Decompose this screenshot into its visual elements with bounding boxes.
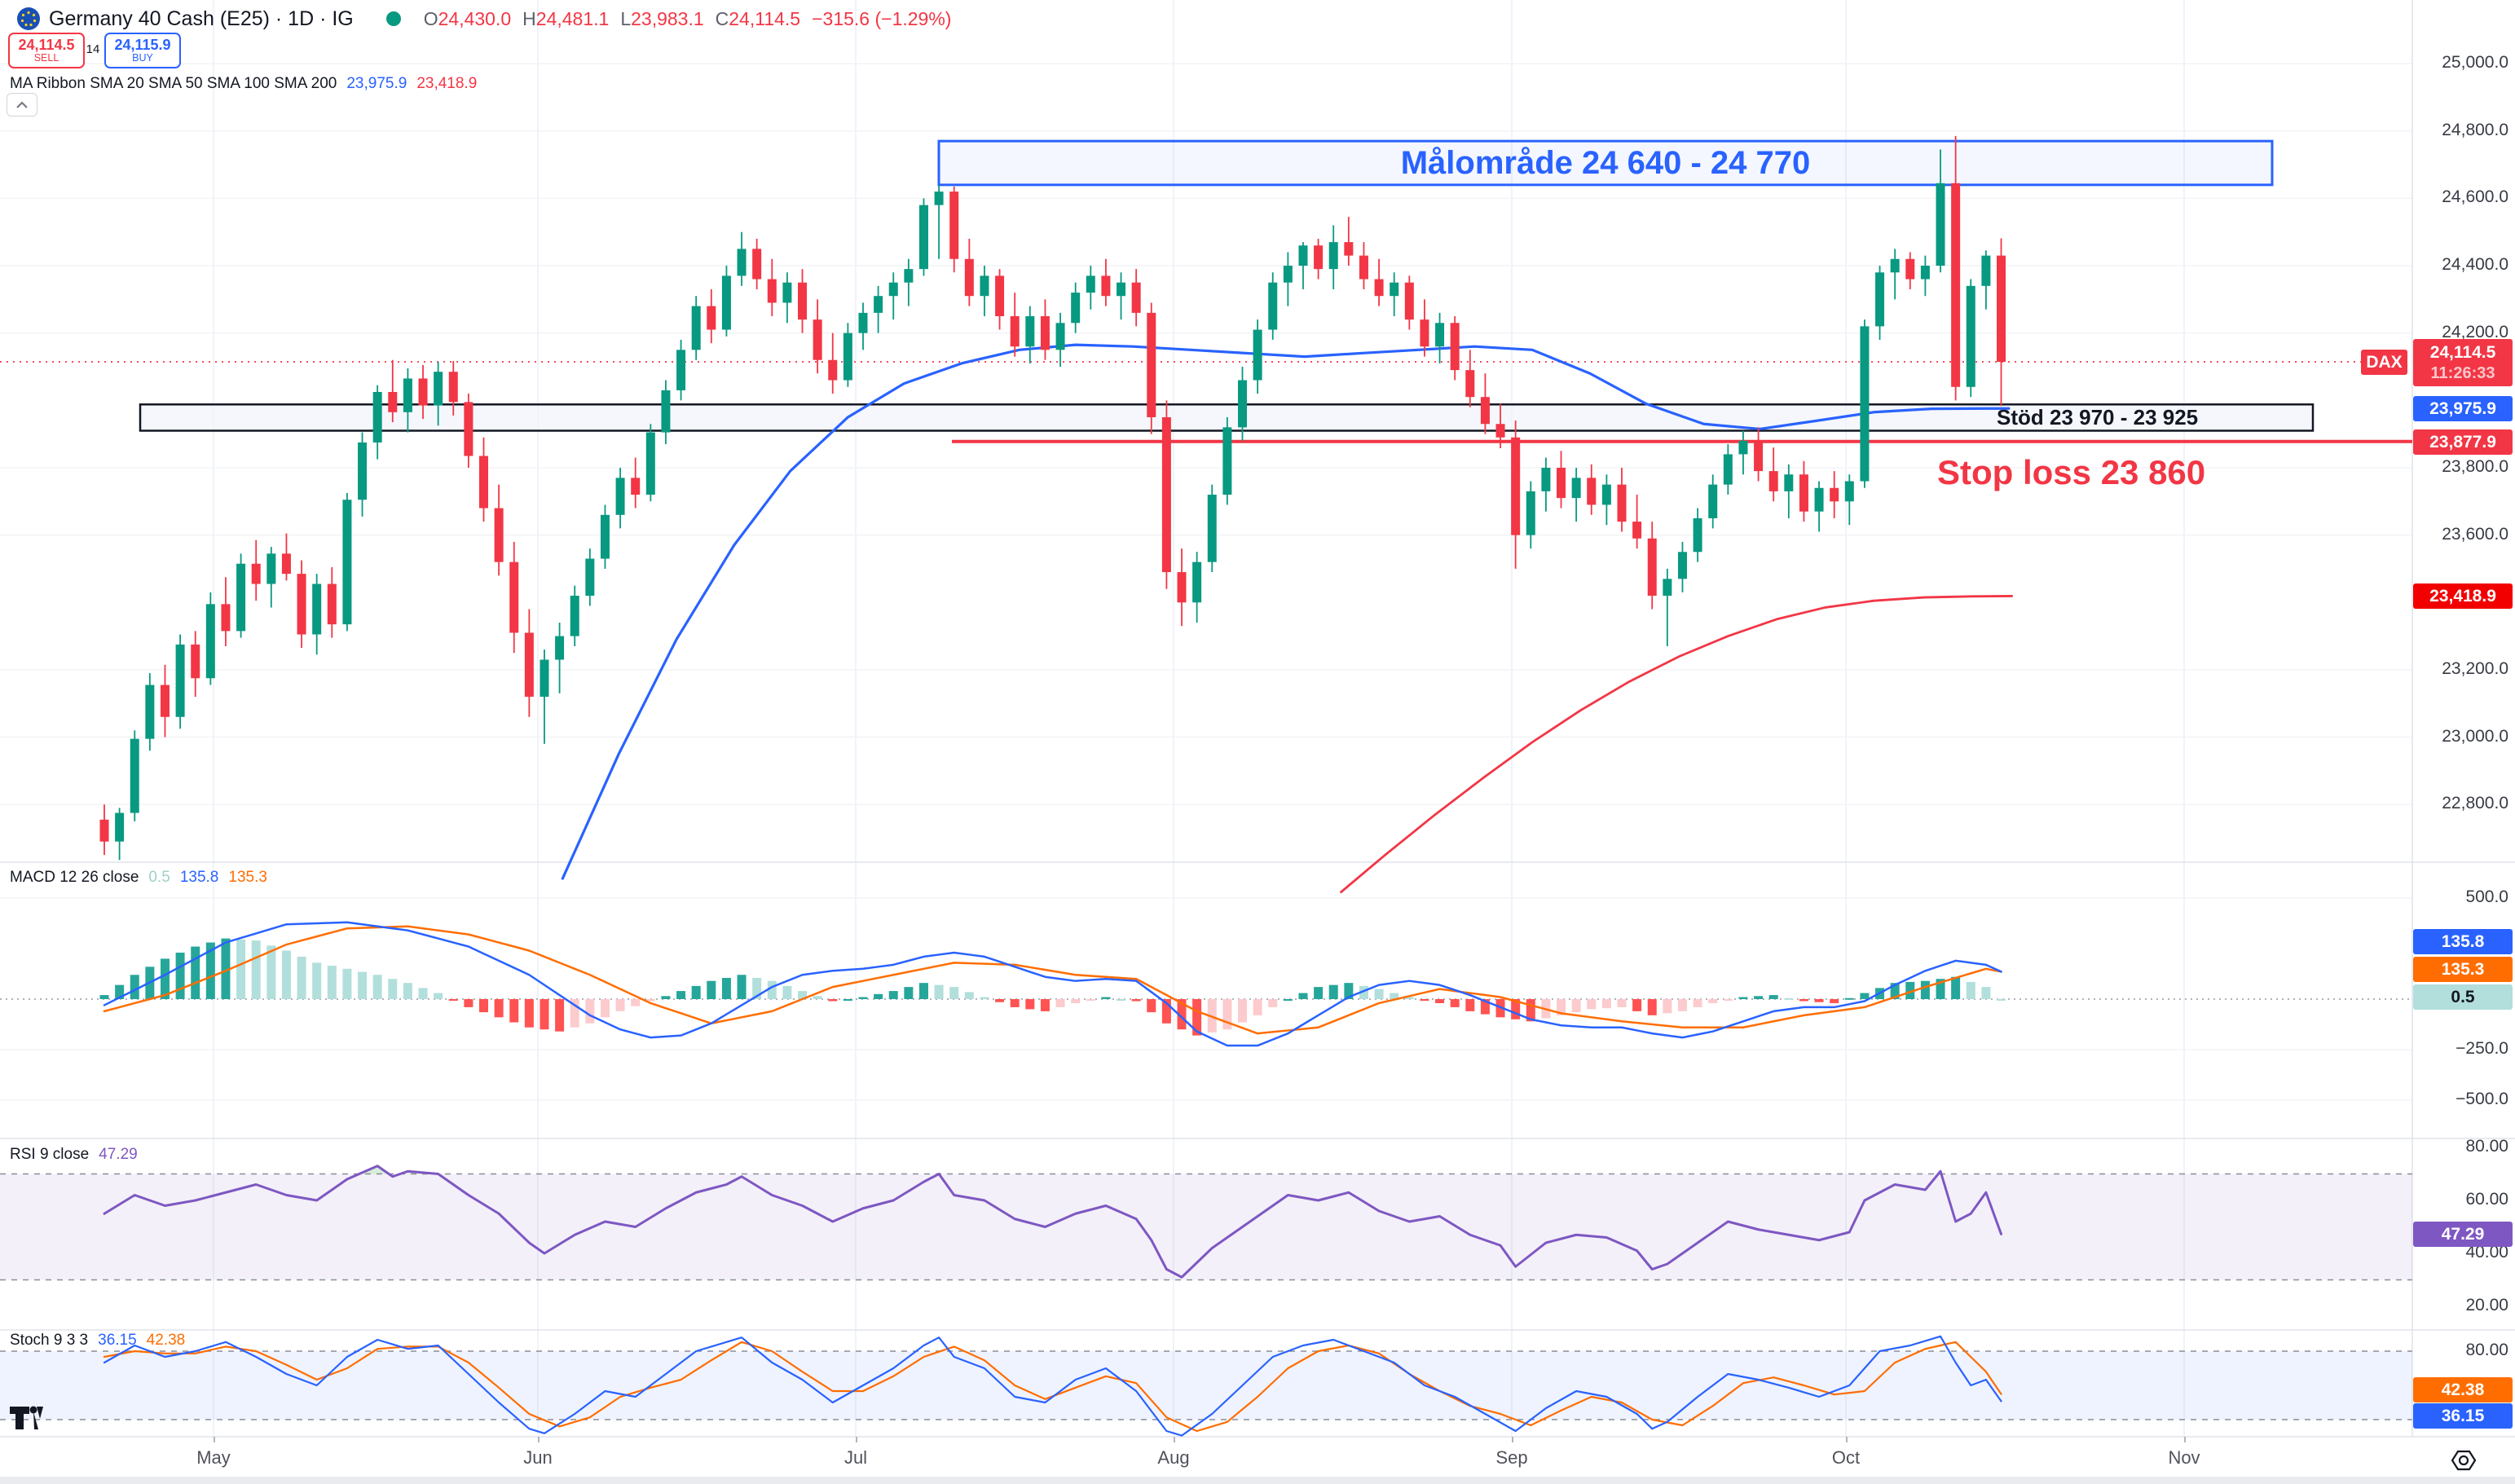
low-value: 23,983.1: [631, 7, 704, 29]
eu-flag-icon: [17, 7, 40, 30]
price-axis-label: 22,800.0: [2442, 794, 2508, 813]
macd-axis-label: 500.0: [2465, 887, 2508, 906]
sell-button[interactable]: 24,114.5 SELL: [8, 33, 85, 68]
sma-red-badge: 23,418.9: [2413, 583, 2513, 609]
open-value: 24,430.0: [438, 7, 512, 29]
macd-signal-badge: 135.3: [2413, 957, 2513, 982]
ma-ribbon-lines: [561, 343, 2013, 894]
rsi-value: 47.29: [99, 1146, 138, 1163]
stoch-legend[interactable]: Stoch 9 3 3 36.15 42.38: [10, 1332, 185, 1350]
macd-axis-label: −500.0: [2456, 1090, 2508, 1108]
stoch-d-badge: 42.38: [2413, 1377, 2513, 1403]
chevron-up-icon: [16, 100, 28, 108]
ma-ribbon-label: MA Ribbon SMA 20 SMA 50 SMA 100 SMA 200: [10, 75, 337, 92]
price-axis-label: 23,200.0: [2442, 658, 2508, 678]
stoch-k-value: 36.15: [98, 1332, 137, 1349]
sma-red-value: 23,418.9: [416, 75, 478, 92]
time-tick: [2184, 1437, 2186, 1442]
rsi-axis-label: 80.00: [2465, 1137, 2508, 1156]
ma-ribbon-legend[interactable]: MA Ribbon SMA 20 SMA 50 SMA 100 SMA 200 …: [10, 75, 477, 93]
price-axis-label: 23,000.0: [2442, 726, 2508, 746]
sma-blue-value: 23,975.9: [346, 75, 407, 92]
spread-value: 14: [86, 42, 100, 56]
month-label[interactable]: Aug: [1157, 1447, 1190, 1468]
time-tick: [1846, 1437, 1848, 1442]
buy-button[interactable]: 24,115.9 BUY: [104, 33, 181, 68]
macd-label: MACD 12 26 close: [10, 869, 139, 886]
symbol-header: Germany 40 Cash (E25) · 1D · IG O24,430.…: [16, 7, 951, 31]
market-status-icon: [385, 11, 401, 26]
stoch-plot: [103, 1335, 2002, 1437]
collapse-pane-button[interactable]: [7, 93, 37, 117]
macd-legend[interactable]: MACD 12 26 close 0.5 135.8 135.3: [10, 869, 267, 887]
support-zone-label[interactable]: Stöd 23 970 - 23 925: [1997, 405, 2199, 429]
rsi-axis-label: 40.00: [2465, 1243, 2508, 1262]
price-axis-label: 24,400.0: [2442, 255, 2508, 275]
target-zone-label[interactable]: Målområde 24 640 - 24 770: [1400, 145, 1811, 181]
ohlc-readout: O24,430.0 H24,481.1 L23,983.1 C24,114.5 …: [423, 7, 952, 29]
price-axis-label: 23,600.0: [2442, 524, 2508, 544]
close-value: 24,114.5: [729, 7, 801, 29]
sma-blue-badge: 23,975.9: [2413, 396, 2513, 421]
time-tick: [1512, 1437, 1513, 1442]
time-tick: [856, 1437, 857, 1442]
high-value: 24,481.1: [535, 7, 610, 29]
macd-signal-value: 135.3: [228, 869, 267, 886]
time-tick: [214, 1437, 215, 1442]
rsi-legend[interactable]: RSI 9 close 47.29: [10, 1146, 138, 1164]
rsi-plot: [103, 1165, 2002, 1279]
tradingview-logo-icon[interactable]: [8, 1403, 46, 1431]
bottom-edge-strip: [0, 1477, 2515, 1484]
price-axis-label: 24,600.0: [2442, 187, 2508, 207]
month-label[interactable]: May: [196, 1447, 231, 1468]
macd-histogram: [99, 921, 2006, 1047]
time-tick: [1174, 1437, 1175, 1442]
rsi-label: RSI 9 close: [10, 1146, 90, 1163]
stoch-d-value: 42.38: [146, 1332, 186, 1349]
change-value: −315.6 (−1.29%): [812, 7, 952, 29]
macd-hist-badge: 0.5: [2413, 984, 2513, 1010]
rsi-axis-label: 20.00: [2465, 1296, 2508, 1314]
stop-level-badge: 23,877.9: [2413, 429, 2513, 455]
rsi-axis-label: 60.00: [2465, 1190, 2508, 1209]
gridlines: [0, 0, 2515, 1438]
macd-line-badge: 135.8: [2413, 929, 2513, 954]
dax-line-badge: DAX: [2361, 350, 2407, 375]
month-label[interactable]: Oct: [1831, 1447, 1861, 1468]
month-label[interactable]: Sep: [1495, 1447, 1528, 1468]
symbol-title[interactable]: Germany 40 Cash (E25) · 1D · IG: [49, 7, 354, 30]
month-label[interactable]: Jul: [843, 1447, 868, 1468]
macd-hist-value: 0.5: [148, 869, 170, 886]
rsi-badge: 47.29: [2413, 1222, 2513, 1247]
month-label[interactable]: Nov: [2168, 1447, 2200, 1468]
month-label[interactable]: Jun: [523, 1447, 553, 1468]
drawing-annotations[interactable]: [0, 139, 2412, 443]
price-axis-label: 25,000.0: [2442, 53, 2508, 73]
stoch-axis-label: 80.00: [2465, 1341, 2508, 1359]
stoch-label: Stoch 9 3 3: [10, 1332, 89, 1349]
last-price-badge: 24,114.5 11:26:33: [2413, 339, 2513, 386]
price-axis-label: 23,800.0: [2442, 456, 2508, 476]
macd-line-value: 135.8: [179, 869, 219, 886]
stoch-k-badge: 36.15: [2413, 1403, 2513, 1429]
time-tick: [538, 1437, 540, 1442]
candlesticks: [99, 135, 2006, 861]
price-axis-label: 24,200.0: [2442, 322, 2508, 341]
gear-icon[interactable]: [2450, 1447, 2478, 1473]
price-axis-label: 24,800.0: [2442, 120, 2508, 139]
stop-loss-label[interactable]: Stop loss 23 860: [1937, 453, 2206, 491]
macd-axis-label: −250.0: [2456, 1039, 2508, 1058]
